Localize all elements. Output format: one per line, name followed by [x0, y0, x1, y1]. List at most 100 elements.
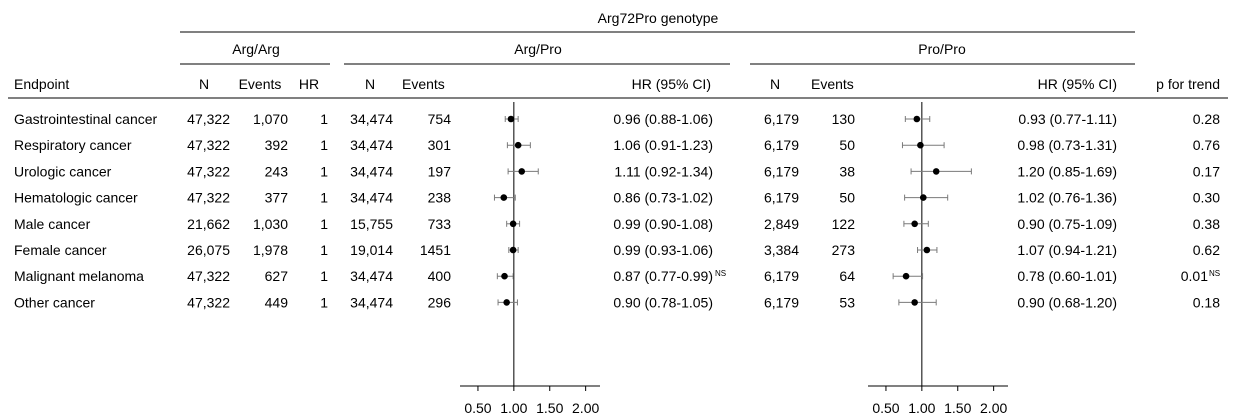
- cell-p-trend: 0.01: [1181, 268, 1208, 284]
- hr-point-arg-pro: [518, 168, 526, 175]
- x-tick-label-pro-pro: 1.50: [944, 400, 971, 416]
- cell-p-trend: 0.28: [1193, 111, 1220, 127]
- cell-events-arg-arg: 1,070: [253, 111, 288, 127]
- table-row: Urologic cancer 47,322 243 1 34,474 197 1.11 (…: [14, 163, 1220, 179]
- cell-events-arg-arg: 243: [265, 163, 289, 179]
- x-tick-label-arg-pro: 1.50: [536, 400, 563, 416]
- cell-p-trend: 0.62: [1193, 242, 1220, 258]
- cell-p-trend: 0.76: [1193, 137, 1220, 153]
- cell-events-arg-pro: 301: [428, 137, 452, 153]
- cell-hrci-arg-pro: 1.06 (0.91-1.23): [613, 137, 713, 153]
- cell-hr-arg-arg: 1: [320, 268, 328, 284]
- cell-n-arg-pro: 34,474: [350, 111, 393, 127]
- hr-point-arg-pro: [501, 272, 508, 280]
- cell-events-pro-pro: 50: [839, 190, 855, 206]
- cell-hrci-pro-pro: 0.78 (0.60-1.01): [1017, 268, 1117, 284]
- table-row: Male cancer 21,662 1,030 1 15,755 733 0.99 (0.…: [14, 216, 1220, 232]
- cell-n-arg-arg: 47,322: [187, 294, 230, 310]
- cell-hrci-pro-pro: 0.90 (0.68-1.20): [1017, 294, 1117, 310]
- col-header-events1: Events: [239, 76, 282, 92]
- cell-hr-arg-arg: 1: [320, 190, 328, 206]
- cell-p-trend: 0.18: [1193, 294, 1220, 310]
- hr-point-pro-pro: [902, 272, 910, 280]
- cell-n-arg-arg: 47,322: [187, 137, 230, 153]
- cell-n-arg-pro: 34,474: [350, 163, 393, 179]
- cell-hrci-arg-pro: 0.99 (0.90-1.08): [613, 216, 713, 232]
- x-tick-label-arg-pro: 2.00: [572, 400, 599, 416]
- cell-events-arg-pro: 296: [428, 294, 452, 310]
- group-header-arg-arg: Arg/Arg: [232, 41, 279, 57]
- cell-n-pro-pro: 6,179: [764, 190, 799, 206]
- cell-hrci-arg-pro: 0.96 (0.88-1.06): [613, 111, 713, 127]
- cell-hrci-arg-pro: 0.87 (0.77-0.99): [613, 268, 713, 284]
- cell-hrci-pro-pro: 1.07 (0.94-1.21): [1017, 242, 1117, 258]
- cell-events-arg-pro: 197: [428, 163, 452, 179]
- cell-hr-arg-arg: 1: [320, 242, 328, 258]
- cell-hr-arg-arg: 1: [320, 137, 328, 153]
- x-tick-label-arg-pro: 1.00: [500, 400, 527, 416]
- x-tick-label-pro-pro: 2.00: [980, 400, 1007, 416]
- cell-n-pro-pro: 6,179: [764, 294, 799, 310]
- cell-events-pro-pro: 53: [839, 294, 855, 310]
- cell-events-pro-pro: 130: [832, 111, 856, 127]
- endpoint-label: Urologic cancer: [14, 163, 112, 179]
- table-row: Hematologic cancer 47,322 377 1 34,474 238 0.8…: [14, 190, 1220, 206]
- table-row: Other cancer 47,322 449 1 34,474 296 0.90 (0.7…: [14, 294, 1220, 310]
- hr-point-arg-pro: [509, 246, 517, 254]
- col-header-n3: N: [770, 76, 780, 92]
- hr-point-pro-pro: [913, 115, 921, 123]
- cell-n-arg-pro: 34,474: [350, 137, 393, 153]
- endpoint-label: Respiratory cancer: [14, 137, 132, 153]
- cell-hr-arg-arg: 1: [320, 216, 328, 232]
- col-header-hr1: HR: [299, 76, 319, 92]
- forest-plot-pro-pro: 0.50 1.00 1.50 2.00: [868, 102, 1008, 416]
- forest-plot-arg-pro: 0.50 1.00 1.50 2.00: [460, 102, 600, 416]
- cell-p-trend-sup: NS: [1209, 269, 1220, 278]
- table-row: Female cancer 26,075 1,978 1 19,014 1451 0.99 …: [14, 242, 1220, 258]
- col-header-hrci3: HR (95% CI): [1038, 76, 1117, 92]
- hr-point-arg-pro: [503, 299, 510, 306]
- group-header-pro-pro: Pro/Pro: [918, 41, 966, 57]
- table-row: Gastrointestinal cancer 47,322 1,070 1 34,47…: [14, 111, 1220, 127]
- group-header-arg-pro: Arg/Pro: [514, 41, 562, 57]
- cell-hr-arg-arg: 1: [320, 163, 328, 179]
- cell-events-arg-arg: 392: [265, 137, 289, 153]
- cell-hrci-arg-pro: 0.90 (0.78-1.05): [613, 294, 713, 310]
- table-row: Respiratory cancer 47,322 392 1 34,474 301 1.0…: [14, 137, 1220, 153]
- cell-events-arg-arg: 1,030: [253, 216, 288, 232]
- cell-events-arg-arg: 377: [265, 190, 289, 206]
- cell-hr-arg-arg: 1: [320, 111, 328, 127]
- hr-point-pro-pro: [923, 246, 931, 254]
- cell-n-arg-pro: 19,014: [350, 242, 393, 258]
- hr-point-pro-pro: [917, 141, 924, 149]
- endpoint-label: Female cancer: [14, 242, 107, 258]
- cell-events-arg-pro: 238: [428, 190, 452, 206]
- cell-events-arg-pro: 400: [428, 268, 452, 284]
- cell-hrci-arg-pro-sup: NS: [715, 269, 726, 278]
- cell-n-arg-arg: 47,322: [187, 163, 230, 179]
- cell-hrci-arg-pro: 0.99 (0.93-1.06): [613, 242, 713, 258]
- cell-n-pro-pro: 6,179: [764, 268, 799, 284]
- cell-hrci-pro-pro: 0.98 (0.73-1.31): [1017, 137, 1117, 153]
- cell-p-trend: 0.17: [1193, 163, 1220, 179]
- col-header-events3: Events: [811, 76, 854, 92]
- endpoint-label: Hematologic cancer: [14, 190, 138, 206]
- hr-point-arg-pro: [500, 194, 508, 201]
- cell-events-arg-pro: 733: [428, 216, 452, 232]
- table-row: Malignant melanoma 47,322 627 1 34,474 400 0.8…: [14, 268, 1220, 284]
- cell-hr-arg-arg: 1: [320, 294, 328, 310]
- hr-point-arg-pro: [514, 141, 522, 149]
- col-header-p-trend: p for trend: [1156, 76, 1220, 92]
- col-header-endpoint: Endpoint: [14, 76, 69, 92]
- cell-hrci-pro-pro: 0.90 (0.75-1.09): [1017, 216, 1117, 232]
- cell-events-arg-pro: 1451: [420, 242, 451, 258]
- col-header-n2: N: [365, 76, 375, 92]
- hr-point-pro-pro: [911, 220, 918, 228]
- col-header-events2: Events: [402, 76, 445, 92]
- cell-n-pro-pro: 6,179: [764, 137, 799, 153]
- cell-n-arg-arg: 47,322: [187, 190, 230, 206]
- genotype-title: Arg72Pro genotype: [598, 10, 719, 26]
- cell-events-pro-pro: 122: [832, 216, 856, 232]
- hr-point-pro-pro: [919, 194, 927, 201]
- cell-n-arg-pro: 34,474: [350, 190, 393, 206]
